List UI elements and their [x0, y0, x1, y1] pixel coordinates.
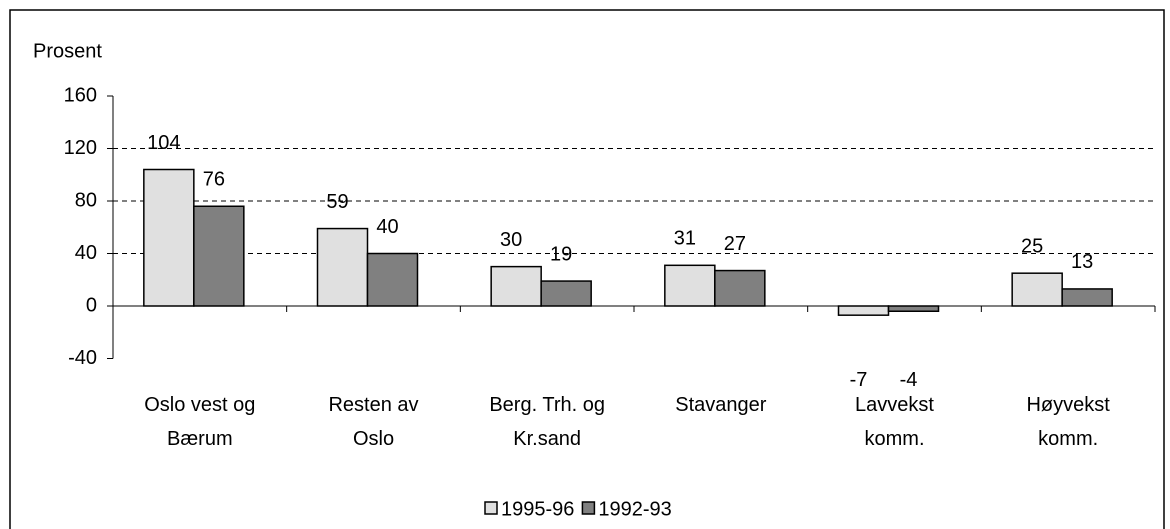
legend-swatch: [581, 501, 596, 515]
y-tick-label: -40: [68, 347, 97, 369]
bar: [887, 305, 940, 312]
y-tick-label: 160: [64, 84, 97, 106]
bar: [143, 168, 195, 307]
data-label: 40: [376, 216, 398, 238]
legend-label: 1992-93: [598, 498, 671, 520]
y-axis-label: Prosent: [33, 40, 102, 62]
bar: [316, 227, 369, 307]
x-tick-label: Lavvekst komm.: [855, 394, 934, 450]
bar: [1061, 288, 1113, 307]
x-tick-label: Høyvekst komm.: [1026, 394, 1110, 450]
bar: [1011, 272, 1063, 307]
bar: [837, 305, 890, 316]
data-label: 59: [326, 191, 348, 213]
data-label: 27: [724, 233, 746, 255]
data-label: -4: [900, 369, 918, 391]
y-tick-label: 0: [86, 294, 97, 316]
y-tick-label: 120: [64, 137, 97, 159]
x-tick-label: Stavanger: [675, 394, 767, 416]
bar: [490, 265, 542, 307]
data-label: 25: [1021, 235, 1043, 257]
data-label: 31: [674, 228, 696, 250]
x-tick-label: Oslo vest og Bærum: [144, 394, 256, 450]
data-label: 76: [203, 169, 225, 191]
bar: [714, 269, 766, 307]
data-label: 30: [500, 229, 522, 251]
data-label: -7: [850, 369, 868, 391]
data-label: 19: [550, 243, 572, 265]
data-label: 104: [147, 132, 180, 154]
bar: [366, 252, 419, 307]
x-tick-label: Resten av Oslo: [328, 394, 419, 450]
data-label: 13: [1071, 251, 1093, 273]
bar: [664, 264, 716, 307]
x-tick-label: Berg. Trh. og Kr.sand: [489, 394, 605, 450]
bar: [540, 280, 592, 307]
y-tick-label: 40: [75, 242, 97, 264]
legend-swatch: [484, 501, 498, 515]
legend-label: 1995-96: [501, 498, 574, 520]
chart-frame: [9, 9, 1165, 529]
y-tick-label: 80: [75, 189, 97, 211]
bar: [193, 205, 245, 307]
